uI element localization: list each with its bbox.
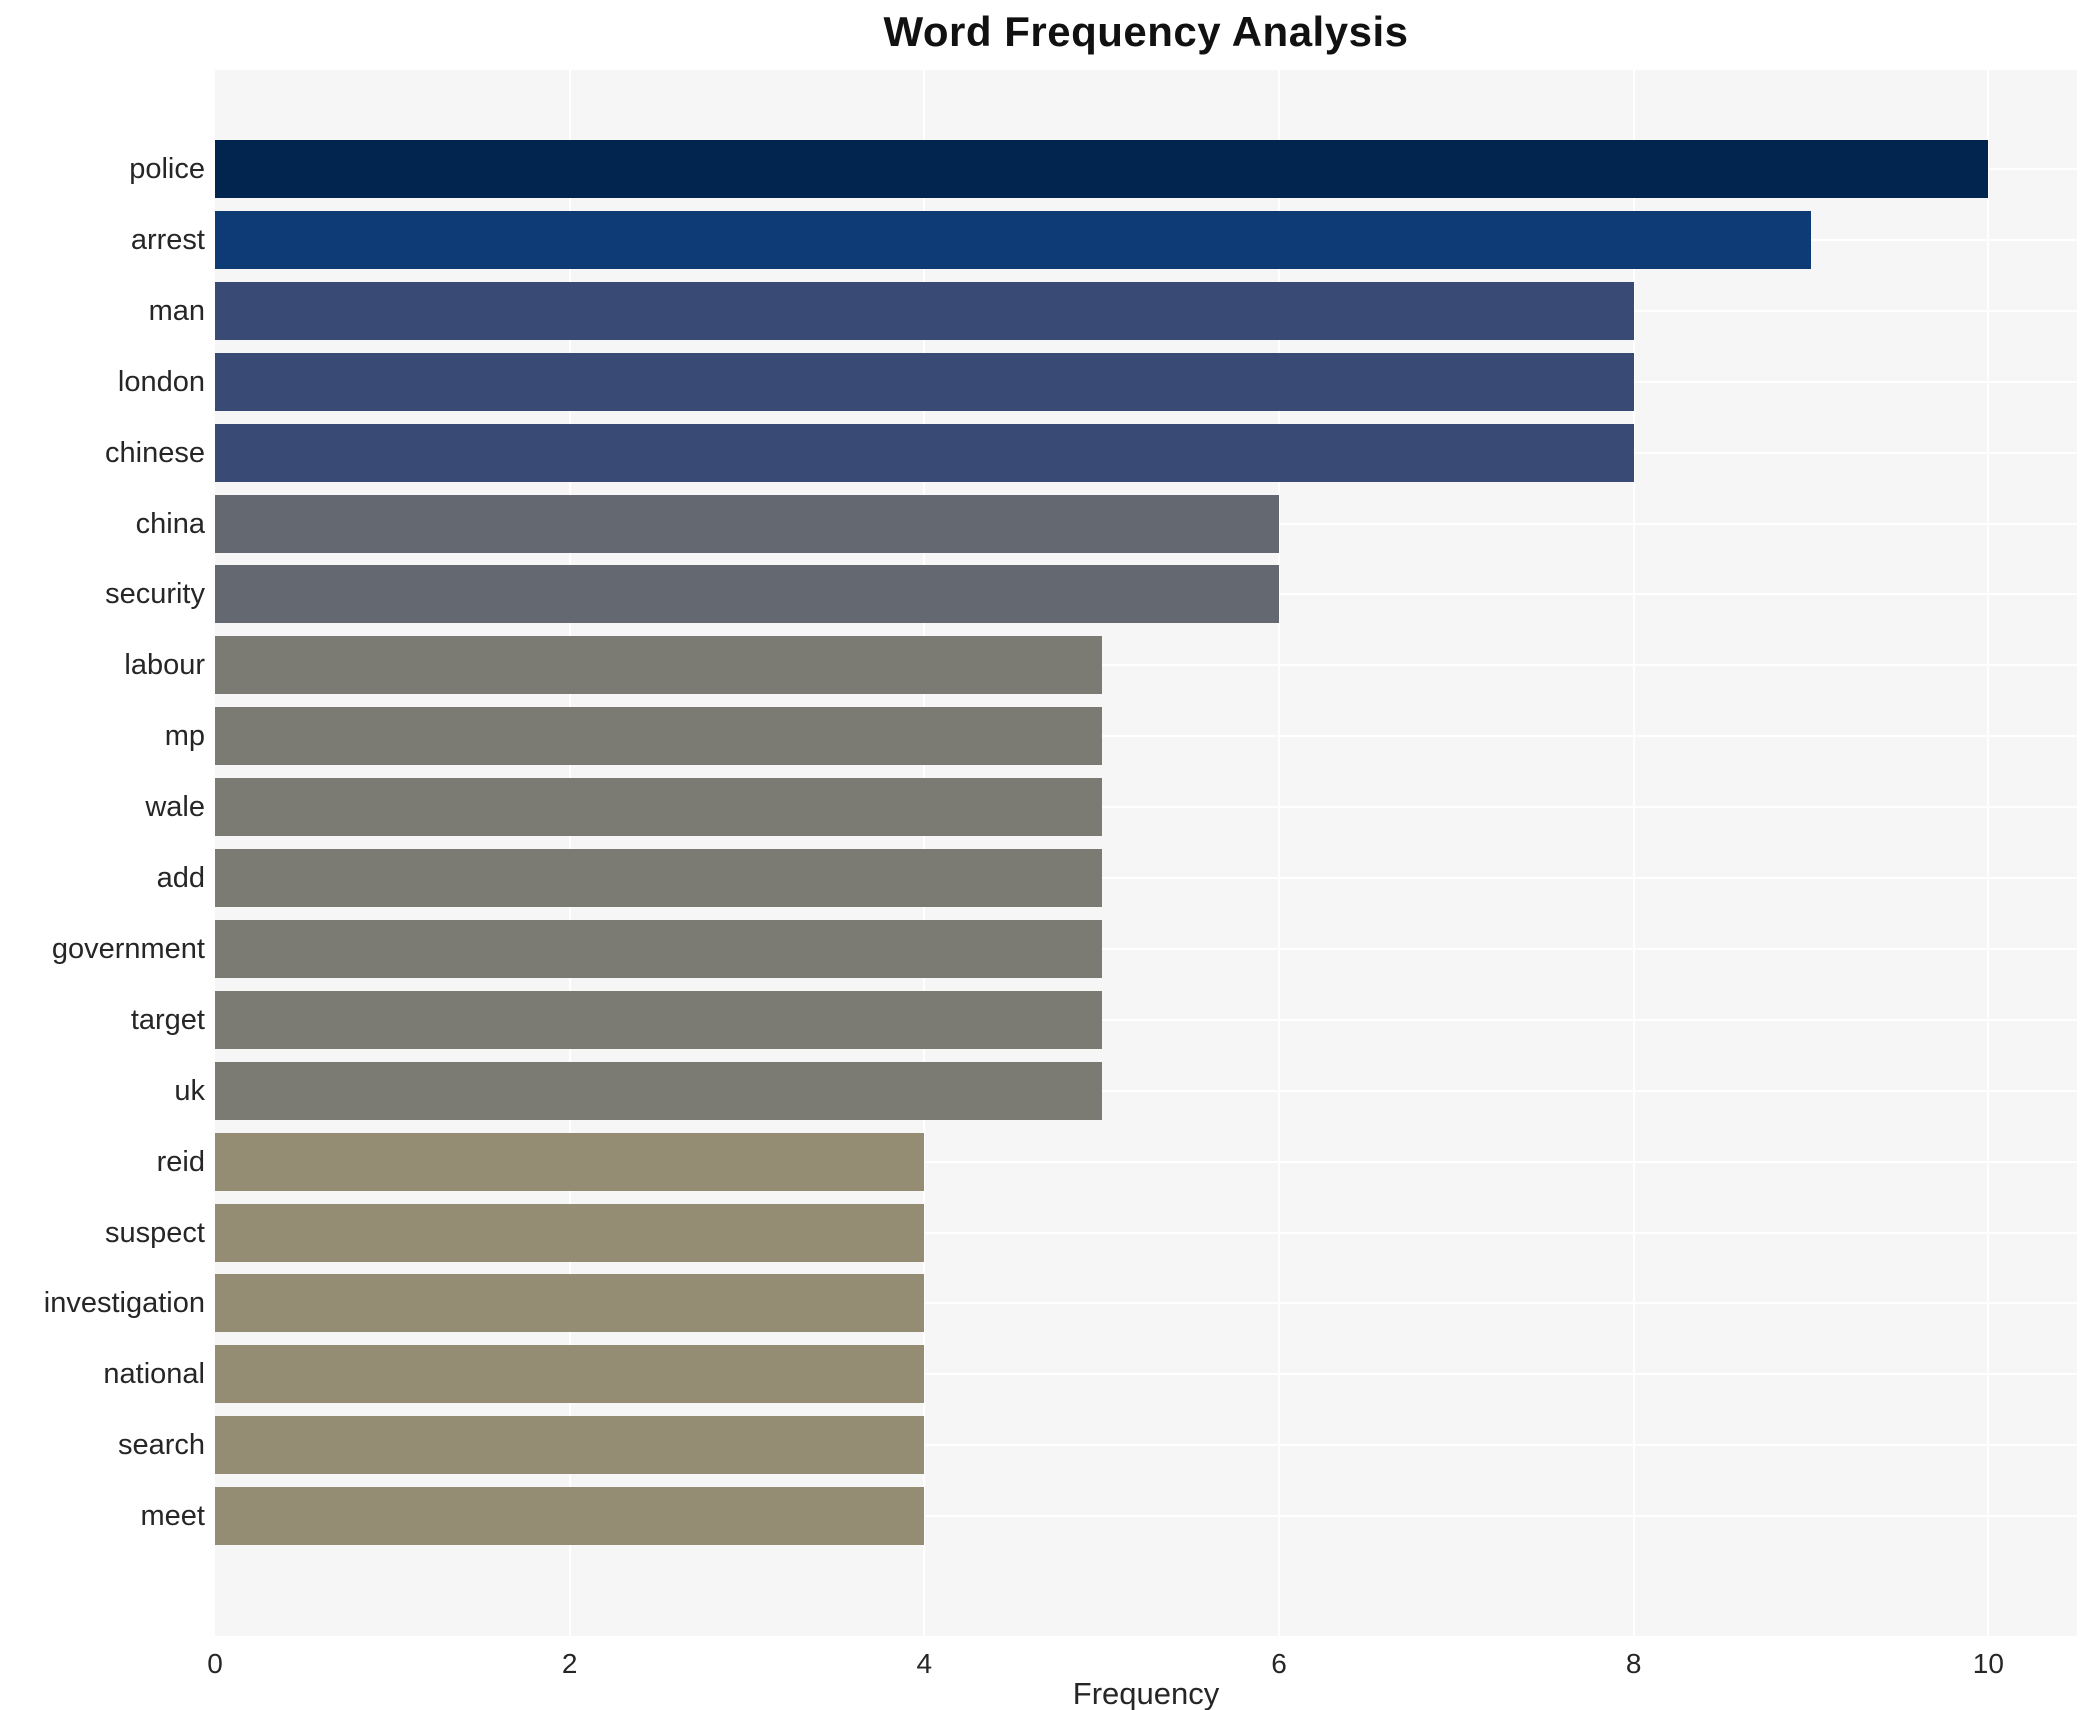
x-axis-title: Frequency: [1072, 1676, 1220, 1710]
bar-national: [215, 1345, 925, 1404]
y-label-chinese: chinese: [105, 436, 205, 469]
h-gridline: [215, 806, 2077, 809]
x-tick-8: 8: [1625, 1648, 1642, 1679]
y-label-china: china: [135, 507, 205, 540]
bar-wale: [215, 778, 1102, 837]
bar-mp: [215, 707, 1102, 766]
bar-search: [215, 1416, 925, 1475]
h-gridline: [215, 947, 2077, 950]
bar-chinese: [215, 423, 1634, 482]
y-label-search: search: [117, 1429, 205, 1462]
y-label-national: national: [103, 1358, 205, 1391]
bar-london: [215, 352, 1634, 411]
x-tick-0: 0: [207, 1648, 223, 1679]
h-gridline: [215, 1018, 2077, 1021]
bar-government: [215, 919, 1102, 978]
y-label-meet: meet: [140, 1500, 205, 1533]
bar-reid: [215, 1132, 925, 1191]
v-gridline: [1632, 70, 1635, 1636]
h-gridline: [215, 1302, 2077, 1305]
bar-suspect: [215, 1203, 925, 1262]
y-label-man: man: [148, 294, 205, 327]
h-gridline: [215, 1515, 2077, 1518]
y-label-target: target: [130, 1003, 205, 1036]
y-label-wale: wale: [145, 791, 205, 824]
h-gridline: [215, 1160, 2077, 1163]
v-gridline: [1987, 70, 1990, 1636]
bar-target: [215, 990, 1102, 1049]
y-label-mp: mp: [164, 720, 205, 753]
x-tick-2: 2: [561, 1648, 578, 1679]
y-label-labour: labour: [124, 649, 205, 682]
bar-add: [215, 849, 1102, 907]
bar-investigation: [215, 1274, 925, 1333]
h-gridline: [215, 877, 2077, 879]
y-label-reid: reid: [156, 1145, 205, 1178]
bar-meet: [215, 1487, 925, 1546]
y-label-london: london: [117, 365, 205, 398]
bar-uk: [215, 1061, 1102, 1120]
x-tick-10: 10: [1972, 1648, 2004, 1679]
v-gridline: [1278, 70, 1280, 1636]
y-label-uk: uk: [174, 1074, 205, 1107]
bar-man: [215, 281, 1634, 340]
y-label-arrest: arrest: [130, 223, 205, 256]
y-label-suspect: suspect: [105, 1216, 205, 1249]
x-tick-4: 4: [916, 1648, 933, 1679]
bar-arrest: [215, 210, 1811, 269]
y-label-government: government: [51, 932, 205, 965]
bar-china: [215, 494, 1279, 553]
chart-title: Word Frequency Analysis: [883, 8, 1409, 55]
h-gridline: [215, 1444, 2077, 1447]
h-gridline: [215, 664, 2077, 667]
h-gridline: [215, 735, 2077, 738]
h-gridline: [215, 1089, 2077, 1092]
y-label-police: police: [129, 153, 205, 185]
bar-labour: [215, 636, 1102, 695]
y-axis-labels: police arrest man london chinese china securit…: [0, 0, 205, 1710]
plot-area: [215, 70, 2077, 1636]
bar-security: [215, 565, 1279, 624]
y-label-security: security: [105, 578, 205, 611]
x-tick-6: 6: [1271, 1648, 1287, 1679]
y-label-investigation: investigation: [43, 1287, 205, 1320]
y-label-add: add: [156, 862, 205, 894]
bar-police: [215, 140, 1989, 198]
h-gridline: [215, 1373, 2077, 1376]
h-gridline: [215, 1231, 2077, 1234]
